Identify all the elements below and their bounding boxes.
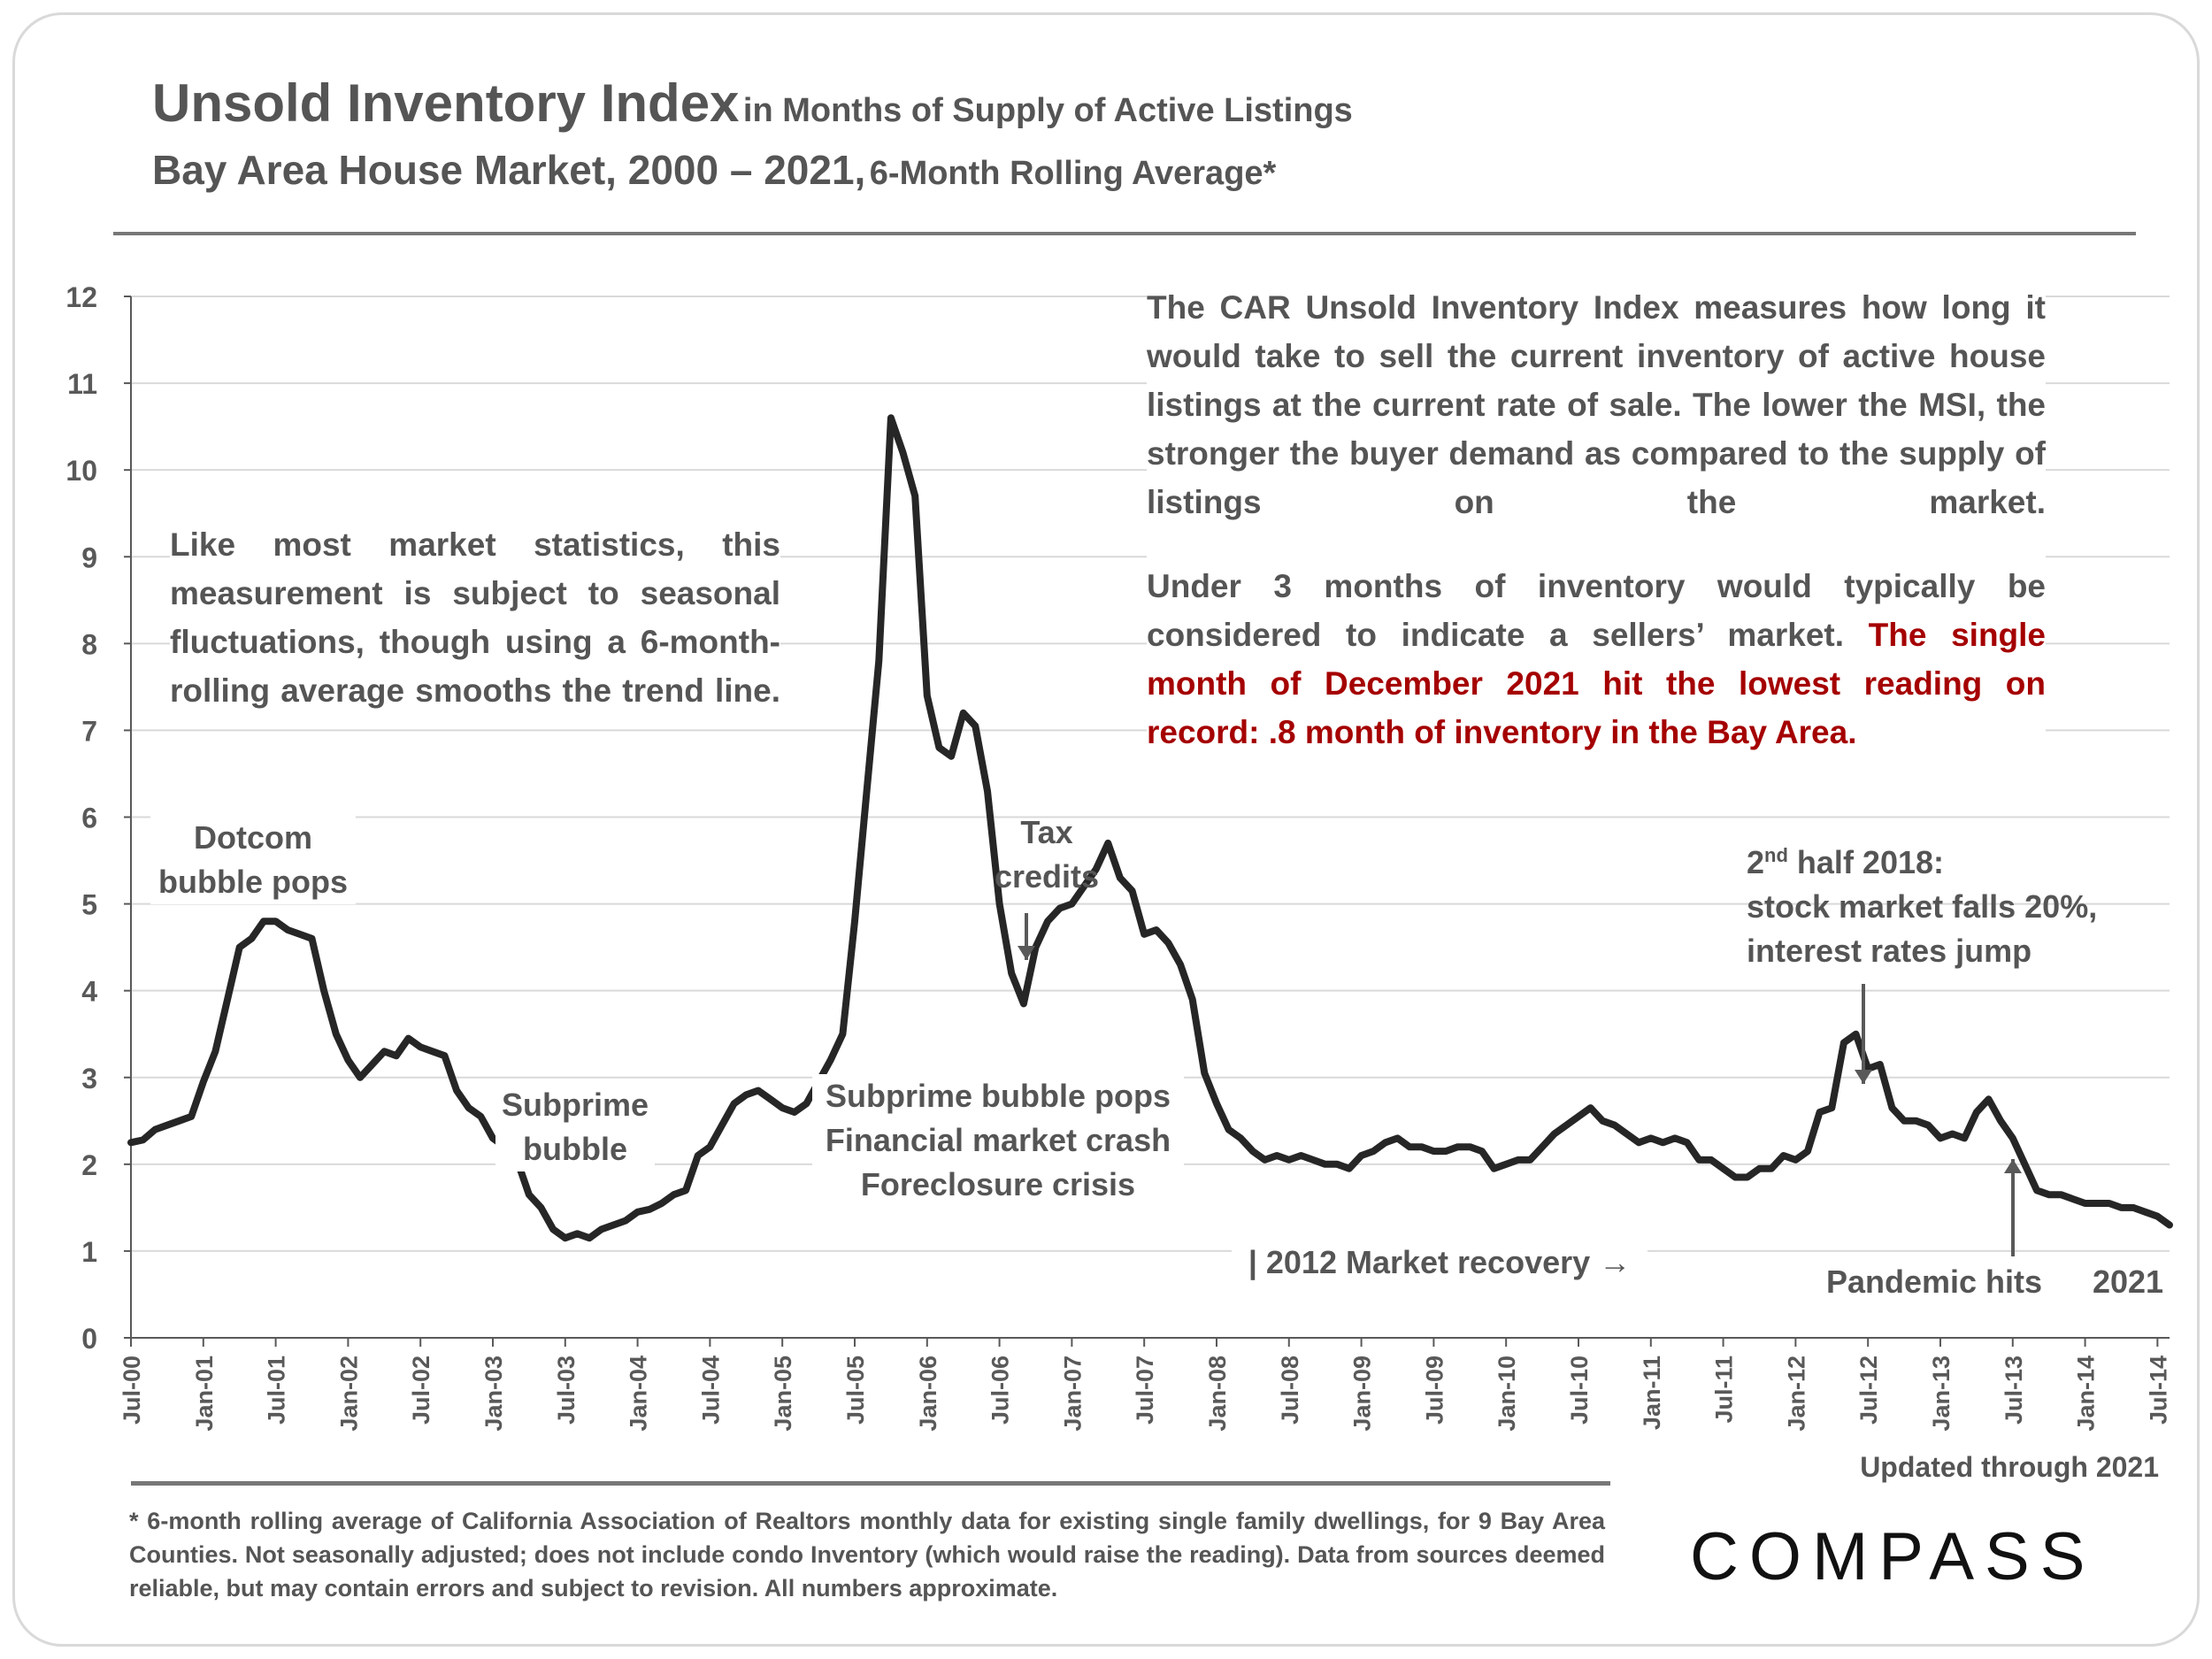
msi-explanation-p2: Under 3 months of inventory would typica…	[1147, 562, 2046, 757]
annotation-2018-sup: nd	[1764, 844, 1788, 866]
y-tick-label: 12	[65, 281, 97, 313]
annotation-2018-rest: half 2018:	[1787, 844, 1945, 880]
compass-logo: COMPASS	[1690, 1519, 2096, 1594]
x-tick-label: Jul-04	[697, 1356, 724, 1425]
annotation-2018-digit: 2	[1747, 844, 1765, 880]
chart-frame	[12, 12, 2200, 1647]
x-tick-label: Jul-06	[987, 1356, 1014, 1425]
annotation-tax-line1: Tax	[1020, 814, 1073, 850]
annotation-crash-line2: Financial market crash	[825, 1122, 1171, 1158]
y-tick-label: 8	[81, 628, 97, 660]
footer-divider	[131, 1481, 1610, 1486]
x-tick-label: Jul-07	[1132, 1356, 1158, 1425]
x-tick-label: Jan-10	[1494, 1356, 1520, 1432]
y-tick-label: 2	[81, 1149, 97, 1181]
annotation-subprime: Subprime bubble	[495, 1083, 655, 1171]
x-tick-label: Jul-10	[1566, 1356, 1593, 1425]
x-tick-label: Jan-13	[1928, 1356, 1955, 1432]
annotation-pandemic: Pandemic hits	[1823, 1260, 2046, 1304]
right-arrow-icon: →	[1599, 1244, 1632, 1280]
updated-through: Updated through 2021	[1860, 1451, 2159, 1483]
h2018-arrow-icon	[1855, 1070, 1872, 1084]
annotation-dotcom-line1: Dotcom	[194, 819, 312, 856]
chart-title: Unsold Inventory Index in Months of Supp…	[152, 73, 1353, 134]
annotation-subprime-line2: bubble	[523, 1131, 627, 1167]
x-tick-label: Jul-09	[1421, 1356, 1448, 1425]
annotation-crash-line1: Subprime bubble pops	[825, 1078, 1171, 1114]
sellers-market-text: Under 3 months of inventory would typica…	[1147, 568, 2046, 653]
tax-credits-arrow-icon	[1018, 946, 1035, 960]
seasonal-note-text: Like most market statistics, this measur…	[170, 526, 780, 709]
x-tick-label: Jul-13	[2001, 1356, 2027, 1425]
y-tick-label: 10	[65, 455, 97, 487]
annotation-2021-text: 2021	[2092, 1263, 2164, 1300]
x-tick-label: Jul-14	[2145, 1356, 2171, 1425]
footnote: * 6-month rolling average of California …	[129, 1508, 1605, 1601]
y-tick-label: 6	[81, 803, 97, 834]
chart-subtitle: Bay Area House Market, 2000 – 2021, 6-Mo…	[152, 146, 1276, 194]
msi-explanation: The CAR Unsold Inventory Index measures …	[1147, 283, 2046, 757]
annotation-2018-line3: interest rates jump	[1747, 933, 2032, 969]
title-main: Unsold Inventory Index	[152, 73, 740, 133]
x-tick-label: Jan-09	[1349, 1356, 1376, 1432]
record-low-text: The single month of December 2021 hit th…	[1147, 617, 2047, 750]
x-tick-label: Jan-02	[335, 1356, 362, 1432]
y-tick-label: 5	[81, 889, 97, 921]
annotation-dotcom: Dotcom bubble pops	[150, 816, 356, 904]
title-main-suffix: in Months of Supply of Active Listings	[742, 92, 1353, 129]
x-tick-label: Jan-06	[915, 1356, 941, 1432]
x-tick-label: Jul-00	[119, 1356, 145, 1425]
x-tick-label: Jan-01	[191, 1356, 218, 1432]
subtitle-main: Bay Area House Market, 2000 – 2021,	[152, 147, 866, 193]
x-tick-label: Jul-08	[1277, 1356, 1303, 1425]
pandemic-arrow-icon	[2004, 1159, 2022, 1173]
x-tick-label: Jul-05	[842, 1356, 869, 1425]
y-tick-label: 4	[81, 976, 97, 1008]
title-divider	[113, 232, 2136, 235]
x-tick-label: Jul-02	[408, 1356, 434, 1425]
y-tick-label: 0	[81, 1323, 97, 1355]
x-tick-label: Jul-01	[264, 1356, 290, 1425]
msi-explanation-p1: The CAR Unsold Inventory Index measures …	[1147, 289, 2046, 520]
x-tick-label: Jan-14	[2073, 1356, 2100, 1432]
x-tick-label: Jan-11	[1639, 1356, 1665, 1430]
annotation-financial-crash: Subprime bubble pops Financial market cr…	[812, 1074, 1184, 1207]
annotation-2018-line1: 2nd half 2018:	[1747, 833, 2097, 885]
annotation-market-recovery: | 2012 Market recovery →	[1232, 1240, 1647, 1285]
x-tick-label: Jan-03	[480, 1356, 507, 1432]
x-tick-label: Jan-08	[1204, 1356, 1231, 1432]
y-tick-label: 3	[81, 1063, 97, 1094]
annotation-pandemic-text: Pandemic hits	[1825, 1263, 2043, 1300]
y-tick-label: 9	[81, 541, 97, 573]
y-tick-label: 11	[67, 368, 97, 400]
annotation-tax-line2: credits	[994, 858, 1100, 895]
annotation-2021: 2021	[2083, 1260, 2173, 1304]
x-tick-label: Jan-07	[1059, 1356, 1086, 1432]
annotation-tax-credits: Tax credits	[989, 810, 1104, 899]
annotation-2018: 2nd half 2018: stock market falls 20%, i…	[1747, 833, 2097, 973]
annotation-subprime-line1: Subprime	[501, 1087, 649, 1123]
y-tick-label: 7	[81, 715, 97, 747]
annotation-recovery-text: | 2012 Market recovery	[1248, 1244, 1591, 1280]
annotation-crash-line3: Foreclosure crisis	[860, 1166, 1136, 1202]
x-tick-label: Jan-05	[770, 1356, 796, 1432]
y-tick-label: 1	[81, 1236, 97, 1268]
annotation-2018-line2: stock market falls 20%,	[1747, 888, 2098, 925]
x-tick-label: Jan-12	[1783, 1356, 1809, 1432]
series-line	[127, 414, 2173, 1242]
annotation-dotcom-line2: bubble pops	[158, 864, 348, 900]
x-tick-label: Jul-03	[553, 1356, 580, 1425]
x-tick-label: Jul-11	[1711, 1356, 1738, 1424]
subtitle-suffix: 6-Month Rolling Average*	[869, 155, 1277, 192]
x-tick-label: Jul-12	[1855, 1356, 1882, 1425]
seasonal-note: Like most market statistics, this measur…	[170, 520, 780, 715]
x-tick-label: Jan-04	[626, 1356, 652, 1432]
